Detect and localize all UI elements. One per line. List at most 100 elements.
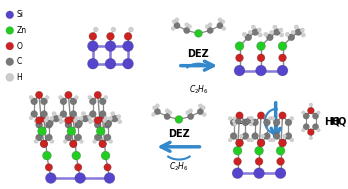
- Circle shape: [250, 138, 254, 142]
- Circle shape: [79, 116, 83, 121]
- Circle shape: [76, 120, 82, 127]
- Circle shape: [79, 119, 83, 123]
- Circle shape: [79, 139, 83, 143]
- Circle shape: [256, 65, 266, 76]
- Circle shape: [236, 139, 243, 147]
- Circle shape: [70, 115, 77, 122]
- Circle shape: [99, 98, 106, 105]
- Circle shape: [40, 140, 48, 148]
- Circle shape: [75, 134, 82, 141]
- Circle shape: [70, 98, 77, 105]
- Circle shape: [75, 121, 82, 128]
- Circle shape: [40, 115, 48, 122]
- Circle shape: [228, 116, 232, 120]
- Circle shape: [291, 30, 295, 35]
- Circle shape: [251, 120, 254, 123]
- Circle shape: [111, 115, 118, 122]
- Circle shape: [50, 116, 54, 121]
- Circle shape: [273, 119, 280, 126]
- Circle shape: [93, 119, 97, 123]
- Circle shape: [46, 121, 52, 128]
- Circle shape: [81, 112, 86, 116]
- Circle shape: [67, 127, 76, 136]
- Circle shape: [104, 95, 108, 99]
- Text: $C_2H_6$: $C_2H_6$: [237, 115, 257, 128]
- Circle shape: [72, 151, 81, 160]
- Circle shape: [279, 139, 286, 147]
- Circle shape: [89, 98, 96, 105]
- Circle shape: [44, 118, 48, 122]
- Circle shape: [65, 117, 72, 124]
- Circle shape: [34, 139, 38, 143]
- Circle shape: [277, 158, 284, 165]
- Circle shape: [87, 41, 98, 51]
- Circle shape: [96, 127, 105, 136]
- Circle shape: [52, 112, 56, 116]
- Circle shape: [307, 129, 314, 136]
- Circle shape: [283, 134, 286, 138]
- Circle shape: [58, 95, 62, 99]
- Circle shape: [264, 32, 268, 36]
- Circle shape: [93, 27, 98, 32]
- Circle shape: [285, 133, 292, 139]
- Circle shape: [279, 28, 283, 32]
- Circle shape: [230, 119, 237, 126]
- Circle shape: [252, 133, 259, 139]
- Circle shape: [89, 33, 97, 40]
- Circle shape: [184, 27, 190, 34]
- Text: DEZ: DEZ: [188, 49, 209, 59]
- Circle shape: [42, 151, 51, 160]
- Circle shape: [109, 119, 113, 123]
- Circle shape: [271, 116, 275, 120]
- Circle shape: [294, 25, 299, 29]
- Circle shape: [123, 41, 133, 51]
- Circle shape: [273, 133, 280, 139]
- Circle shape: [254, 168, 264, 179]
- Circle shape: [82, 115, 89, 122]
- Circle shape: [108, 116, 113, 121]
- Circle shape: [317, 128, 320, 132]
- Circle shape: [263, 133, 270, 139]
- Circle shape: [74, 95, 78, 99]
- Circle shape: [46, 134, 52, 141]
- Circle shape: [87, 58, 98, 69]
- Circle shape: [285, 32, 290, 36]
- Circle shape: [273, 25, 277, 29]
- Circle shape: [29, 116, 33, 120]
- Circle shape: [168, 111, 172, 115]
- Circle shape: [109, 139, 113, 143]
- Circle shape: [6, 58, 14, 66]
- Circle shape: [202, 113, 206, 116]
- Circle shape: [207, 27, 213, 34]
- Circle shape: [188, 113, 194, 120]
- Circle shape: [31, 98, 38, 105]
- Circle shape: [279, 139, 286, 147]
- Circle shape: [197, 108, 204, 115]
- Circle shape: [234, 158, 242, 165]
- Circle shape: [94, 117, 102, 124]
- Circle shape: [268, 116, 272, 120]
- Circle shape: [313, 124, 319, 130]
- Circle shape: [233, 122, 236, 126]
- Circle shape: [189, 109, 192, 113]
- Circle shape: [105, 58, 116, 69]
- Circle shape: [300, 28, 304, 32]
- Circle shape: [101, 151, 110, 160]
- Circle shape: [152, 106, 156, 110]
- Circle shape: [301, 128, 305, 132]
- Circle shape: [208, 23, 212, 27]
- Circle shape: [255, 158, 263, 165]
- Circle shape: [41, 98, 47, 105]
- Circle shape: [234, 65, 245, 76]
- Circle shape: [279, 33, 284, 37]
- Circle shape: [104, 121, 111, 128]
- Circle shape: [261, 134, 265, 138]
- Text: $C_2H_6$: $C_2H_6$: [169, 160, 189, 173]
- Circle shape: [271, 138, 275, 142]
- Circle shape: [29, 95, 33, 99]
- Circle shape: [94, 121, 101, 128]
- Circle shape: [164, 113, 170, 120]
- Circle shape: [104, 164, 111, 171]
- Circle shape: [198, 104, 202, 108]
- Circle shape: [46, 173, 56, 184]
